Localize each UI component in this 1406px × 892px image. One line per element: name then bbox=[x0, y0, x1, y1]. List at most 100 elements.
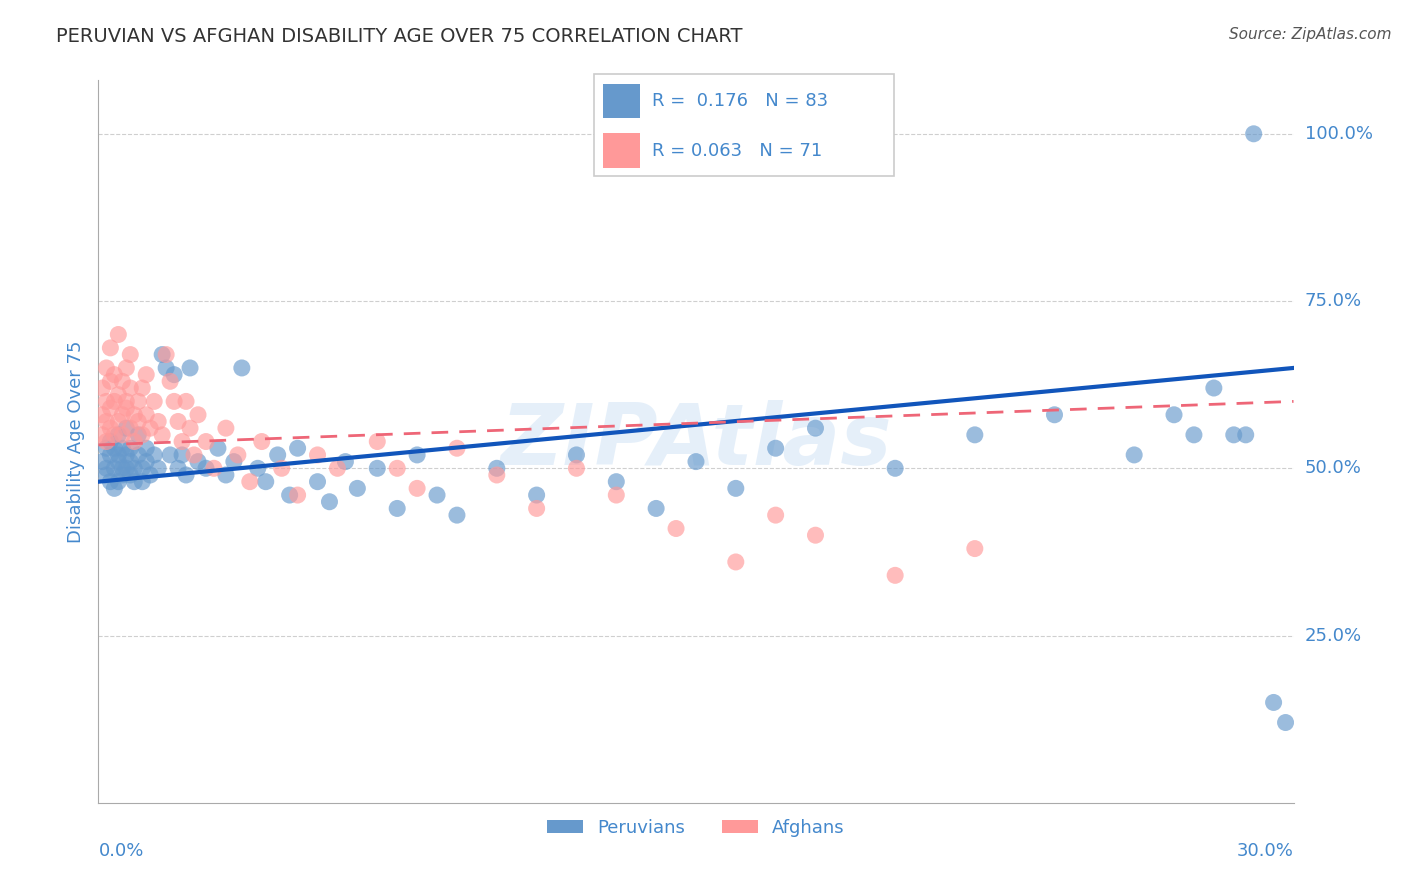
Point bbox=[120, 467, 142, 482]
Point bbox=[103, 461, 125, 475]
Point bbox=[318, 494, 340, 508]
Point bbox=[127, 427, 149, 442]
Point bbox=[267, 448, 290, 462]
Point bbox=[139, 467, 162, 482]
Point bbox=[91, 455, 114, 469]
Point bbox=[765, 508, 787, 523]
Text: Source: ZipAtlas.com: Source: ZipAtlas.com bbox=[1229, 27, 1392, 42]
Point bbox=[135, 368, 157, 382]
Point bbox=[605, 488, 627, 502]
Text: R = 0.063   N = 71: R = 0.063 N = 71 bbox=[652, 142, 823, 160]
Point bbox=[103, 482, 125, 496]
Point bbox=[287, 442, 309, 455]
Point bbox=[172, 434, 194, 449]
Point bbox=[202, 461, 225, 475]
Point bbox=[174, 467, 197, 482]
Point bbox=[1223, 427, 1246, 442]
Point bbox=[366, 434, 388, 449]
Point bbox=[111, 467, 134, 482]
Point bbox=[135, 408, 157, 422]
Point bbox=[645, 501, 668, 516]
Text: ZIPAtlas: ZIPAtlas bbox=[501, 400, 891, 483]
Point bbox=[115, 461, 138, 475]
Point bbox=[250, 434, 273, 449]
Point bbox=[246, 461, 269, 475]
Point bbox=[167, 414, 190, 429]
Point bbox=[565, 448, 588, 462]
Point bbox=[1202, 381, 1225, 395]
Point bbox=[131, 427, 153, 442]
Point bbox=[98, 434, 122, 449]
Point bbox=[148, 414, 170, 429]
Point bbox=[724, 482, 747, 496]
Point bbox=[163, 368, 186, 382]
Point bbox=[124, 475, 146, 489]
Point bbox=[1163, 408, 1185, 422]
Point bbox=[385, 461, 409, 475]
Point bbox=[307, 475, 329, 489]
Legend: Peruvians, Afghans: Peruvians, Afghans bbox=[540, 812, 852, 845]
Point bbox=[287, 488, 309, 502]
Point bbox=[215, 467, 238, 482]
Point bbox=[150, 427, 173, 442]
Point bbox=[96, 442, 118, 455]
Point bbox=[111, 461, 134, 475]
Point bbox=[724, 555, 747, 569]
Point bbox=[485, 461, 508, 475]
Point bbox=[884, 461, 907, 475]
Point bbox=[307, 448, 329, 462]
Point bbox=[1243, 127, 1265, 141]
Point bbox=[187, 455, 209, 469]
Point bbox=[446, 442, 468, 455]
Point bbox=[98, 401, 122, 416]
Text: PERUVIAN VS AFGHAN DISABILITY AGE OVER 75 CORRELATION CHART: PERUVIAN VS AFGHAN DISABILITY AGE OVER 7… bbox=[56, 27, 742, 45]
Text: 75.0%: 75.0% bbox=[1305, 292, 1362, 310]
Point bbox=[963, 541, 986, 556]
Point bbox=[127, 448, 149, 462]
Bar bbox=[603, 134, 640, 168]
Point bbox=[96, 461, 118, 475]
Point bbox=[183, 448, 205, 462]
Point bbox=[143, 394, 166, 409]
Point bbox=[665, 521, 688, 535]
Point bbox=[98, 421, 122, 435]
Text: 25.0%: 25.0% bbox=[1305, 626, 1362, 645]
Point bbox=[135, 442, 157, 455]
Point bbox=[131, 461, 153, 475]
Point bbox=[179, 361, 201, 376]
Point bbox=[115, 448, 138, 462]
Point bbox=[446, 508, 468, 523]
Point bbox=[1043, 408, 1066, 422]
Point bbox=[103, 394, 125, 409]
Point bbox=[526, 488, 548, 502]
Point bbox=[963, 427, 986, 442]
Point bbox=[103, 427, 125, 442]
Point bbox=[406, 448, 429, 462]
Point bbox=[346, 482, 368, 496]
Point bbox=[96, 394, 118, 409]
Text: 30.0%: 30.0% bbox=[1237, 842, 1294, 860]
Point bbox=[131, 381, 153, 395]
Point bbox=[222, 455, 245, 469]
Point bbox=[107, 448, 129, 462]
Text: 100.0%: 100.0% bbox=[1305, 125, 1372, 143]
Point bbox=[150, 348, 173, 362]
Point bbox=[1234, 427, 1257, 442]
Point bbox=[270, 461, 292, 475]
Point bbox=[167, 461, 190, 475]
Point bbox=[159, 375, 181, 389]
Point bbox=[107, 327, 129, 342]
Point bbox=[884, 568, 907, 582]
Point bbox=[124, 461, 146, 475]
Point bbox=[111, 375, 134, 389]
Point bbox=[96, 361, 118, 376]
Point bbox=[96, 467, 118, 482]
Point bbox=[115, 421, 138, 435]
Point bbox=[804, 528, 827, 542]
Point bbox=[239, 475, 262, 489]
Point bbox=[96, 434, 118, 449]
Point bbox=[326, 461, 349, 475]
Point bbox=[111, 408, 134, 422]
Point bbox=[605, 475, 627, 489]
Point bbox=[107, 475, 129, 489]
